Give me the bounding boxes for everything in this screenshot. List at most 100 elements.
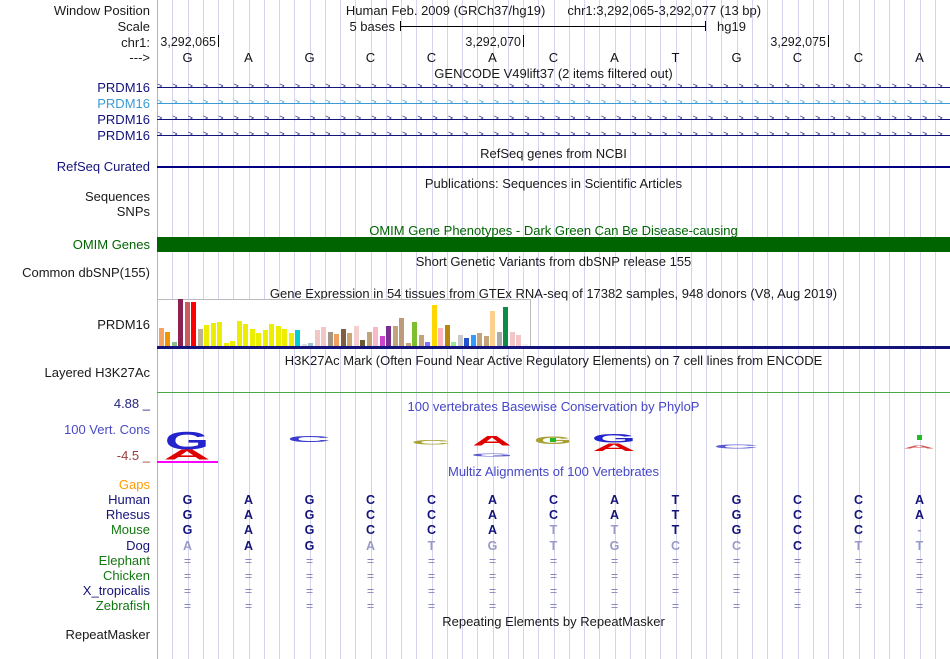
guideline <box>858 0 860 659</box>
reference-base: C <box>548 50 559 65</box>
gtex-expression-bar <box>470 335 476 346</box>
scale-ruler-right-tick <box>705 21 706 31</box>
strand-arrow-label[interactable]: ---> <box>129 50 150 65</box>
alignment-base: = <box>671 584 680 599</box>
reference-base: A <box>244 50 253 65</box>
svg-text:C: C <box>713 444 758 449</box>
alignment-base: = <box>915 599 924 614</box>
guideline <box>828 0 829 659</box>
species-label-zebrafish[interactable]: Zebrafish <box>95 598 150 614</box>
gene-label-prdm16-0[interactable]: PRDM16 <box>97 80 150 95</box>
guideline <box>797 0 799 659</box>
gene-model-prdm16[interactable]: >>>>>>>>>>>>>>>>>>>>>>>>>>>>>>>>>>>>>>>>… <box>157 98 950 109</box>
alignment-base: A <box>243 508 254 523</box>
gene-label-prdm16-3[interactable]: PRDM16 <box>97 128 150 143</box>
alignment-base: = <box>610 599 619 614</box>
alignment-base: = <box>183 584 192 599</box>
omim-gene-bar[interactable] <box>157 237 950 252</box>
alignment-base: = <box>488 553 497 568</box>
guideline <box>675 0 677 659</box>
species-label-rhesus[interactable]: Rhesus <box>105 507 150 523</box>
species-label-elephant[interactable]: Elephant <box>98 552 150 568</box>
svg-text:A: A <box>472 434 511 447</box>
alignment-base: A <box>365 538 376 553</box>
gtex-expression-bar <box>165 332 170 346</box>
gene-label-prdm16-2[interactable]: PRDM16 <box>97 112 150 127</box>
reference-base: G <box>182 50 193 65</box>
alignment-base: = <box>549 568 558 583</box>
svg-text:A: A <box>903 445 935 449</box>
svg-text:G: G <box>165 429 209 452</box>
refseq-gene-line[interactable] <box>157 166 950 168</box>
guideline <box>538 0 540 659</box>
alignment-base: A <box>914 493 925 508</box>
alignment-base: = <box>549 553 558 568</box>
sequences-label[interactable]: Sequences <box>84 189 150 204</box>
alignment-base: = <box>305 584 314 599</box>
alignment-base: C <box>365 493 376 508</box>
gtex-gene-label[interactable]: PRDM16 <box>97 317 150 332</box>
gene-model-prdm16[interactable]: >>>>>>>>>>>>>>>>>>>>>>>>>>>>>>>>>>>>>>>>… <box>157 130 950 141</box>
species-label-dog[interactable]: Dog <box>126 537 150 553</box>
guideline <box>721 0 723 659</box>
common-dbsnp-label[interactable]: Common dbSNP(155) <box>22 265 150 280</box>
guideline <box>660 0 662 659</box>
reference-base: G <box>304 50 315 65</box>
gtex-expression-bar <box>275 326 281 346</box>
genome-version-label: hg19 <box>717 19 746 34</box>
svg-text:A: A <box>164 447 211 461</box>
alignment-base: = <box>732 584 741 599</box>
phylop-track-title: 100 vertebrates Basewise Conservation by… <box>407 399 700 414</box>
gene-model-prdm16[interactable]: >>>>>>>>>>>>>>>>>>>>>>>>>>>>>>>>>>>>>>>>… <box>157 114 950 125</box>
snps-label[interactable]: SNPs <box>116 204 150 219</box>
omim-genes-label[interactable]: OMIM Genes <box>72 237 150 252</box>
alignment-base: C <box>853 523 864 538</box>
gtex-expression-bar <box>314 330 320 346</box>
scale-label: Scale <box>117 19 150 34</box>
gtex-expression-bar <box>425 342 430 346</box>
h3k27ac-track-title: H3K27Ac Mark (Often Found Near Active Re… <box>284 353 823 368</box>
refseq-curated-label[interactable]: RefSeq Curated <box>56 159 150 174</box>
gtex-expression-bar <box>399 318 404 346</box>
layered-h3k27ac-label[interactable]: Layered H3K27Ac <box>44 365 150 380</box>
guideline <box>873 0 875 659</box>
alignment-base: A <box>182 538 193 553</box>
coordinate-tick <box>523 35 524 47</box>
species-label-chicken[interactable]: Chicken <box>103 567 150 583</box>
species-label-mouse[interactable]: Mouse <box>110 522 150 538</box>
alignment-base: = <box>427 599 436 614</box>
alignment-base: = <box>183 599 192 614</box>
alignment-base: G <box>304 508 315 523</box>
species-label-human[interactable]: Human <box>108 492 150 508</box>
gtex-expression-bar <box>178 299 183 346</box>
reference-base: C <box>853 50 864 65</box>
guideline <box>645 0 646 659</box>
alignment-base: = <box>244 584 253 599</box>
alignment-base: G <box>609 538 620 553</box>
conservation-logo-letter: A <box>591 439 637 453</box>
phylop-track-label[interactable]: 100 Vert. Cons <box>64 422 150 437</box>
gtex-expression-bar <box>223 343 229 346</box>
alignment-base: = <box>549 599 558 614</box>
gtex-expression-bar <box>301 344 307 346</box>
repeatmasker-label[interactable]: RepeatMasker <box>65 627 150 642</box>
species-label-gaps[interactable]: Gaps <box>118 477 150 492</box>
conservation-logo-letter: C <box>712 436 760 450</box>
alignment-base: G <box>731 523 742 538</box>
guideline <box>782 0 784 659</box>
gene-model-prdm16[interactable]: >>>>>>>>>>>>>>>>>>>>>>>>>>>>>>>>>>>>>>>>… <box>157 82 950 93</box>
gtex-expression-bar <box>464 338 469 346</box>
gene-label-prdm16-1[interactable]: PRDM16 <box>97 96 150 111</box>
scale-ruler-left-tick <box>400 21 401 31</box>
alignment-base: = <box>366 584 375 599</box>
species-label-x_tropicalis[interactable]: X_tropicalis <box>82 583 150 599</box>
gtex-expression-bar <box>334 334 339 346</box>
gtex-expression-bar <box>405 343 411 346</box>
guideline <box>736 0 738 659</box>
alignment-base: C <box>853 508 864 523</box>
scale-bases-value: 5 bases <box>349 19 395 34</box>
alignment-base: G <box>182 508 193 523</box>
conservation-logo-letter: A <box>471 433 513 449</box>
coordinate-tick <box>218 35 219 47</box>
alignment-base: T <box>671 508 680 523</box>
